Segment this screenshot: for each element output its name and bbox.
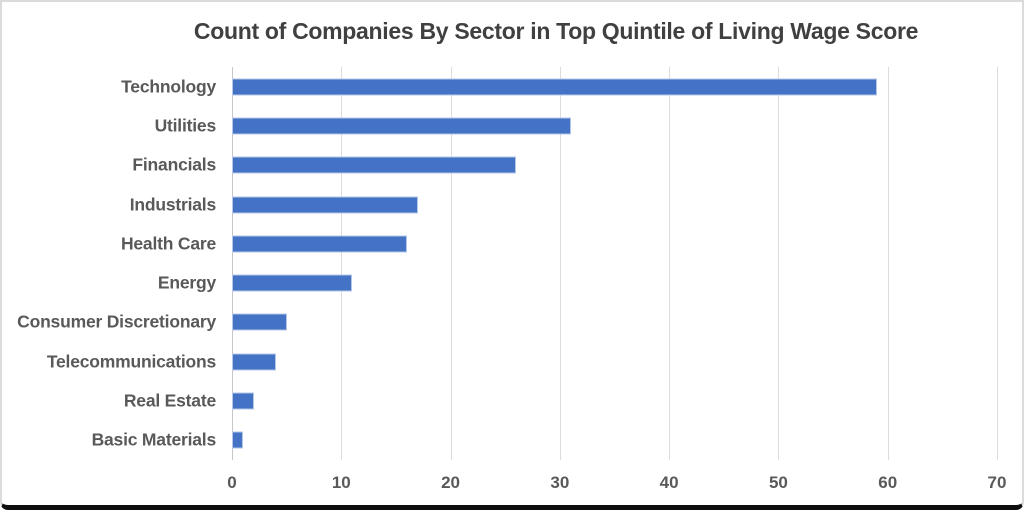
bar-energy xyxy=(232,274,353,292)
x-tick-label-30: 30 xyxy=(550,473,570,492)
x-tick-label-50: 50 xyxy=(768,473,788,492)
bar-row: Financials xyxy=(132,146,997,185)
x-tick-label-20: 20 xyxy=(441,473,461,492)
gridline-x-70 xyxy=(997,67,998,460)
x-tick-label-40: 40 xyxy=(659,473,679,492)
bar-row: Utilities xyxy=(155,106,997,145)
category-label: Industrials xyxy=(129,194,216,215)
bar-row: Basic Materials xyxy=(92,421,997,460)
category-label: Financials xyxy=(132,154,216,175)
bar-row: Industrials xyxy=(130,185,997,224)
x-axis: 0 10 20 30 40 50 60 70 xyxy=(227,468,1006,500)
chart-title: Count of Companies By Sector in Top Quin… xyxy=(193,18,919,44)
bar-technology xyxy=(232,78,877,96)
gridline-x-20 xyxy=(450,67,452,460)
x-tick-label-10: 10 xyxy=(331,473,351,492)
category-label: Real Estate xyxy=(123,390,216,411)
bar-consumer-discretionary xyxy=(232,313,287,331)
x-tick-label-70: 70 xyxy=(987,473,1007,492)
gridline-x-50 xyxy=(778,67,780,460)
bar-row: Health Care xyxy=(121,224,997,263)
gridline-x-30 xyxy=(559,67,561,460)
gridline-x-40 xyxy=(669,67,671,460)
bar-row: Consumer Discretionary xyxy=(17,303,997,342)
bar-row: Real Estate xyxy=(124,381,997,420)
bar-row: Technology xyxy=(121,67,997,106)
category-label: Basic Materials xyxy=(91,429,217,450)
category-label: Consumer Discretionary xyxy=(17,311,216,332)
bar-telecommunications xyxy=(232,353,276,371)
bar-row: Telecommunications xyxy=(47,342,997,381)
bar-health-care xyxy=(232,235,407,253)
category-label: Telecommunications xyxy=(46,351,216,372)
category-label: Utilities xyxy=(154,115,217,136)
bar-industrials xyxy=(232,196,418,214)
plot-area: Technology Utilities Financials Industrials… xyxy=(17,67,998,460)
gridline-x-10 xyxy=(341,67,343,460)
x-tick-label-60: 60 xyxy=(878,473,898,492)
gridline-x-60 xyxy=(887,67,889,460)
bar-basic-materials xyxy=(232,431,243,449)
x-tick-label-0: 0 xyxy=(227,473,237,492)
category-label: Technology xyxy=(121,76,216,97)
bar-financials xyxy=(232,156,517,174)
bar-real-estate xyxy=(232,392,254,410)
category-label: Health Care xyxy=(120,233,216,254)
bar-row: Energy xyxy=(158,264,997,303)
bar-utilities xyxy=(232,117,571,135)
category-label: Energy xyxy=(157,272,216,293)
gridline-x-0 xyxy=(232,67,233,460)
